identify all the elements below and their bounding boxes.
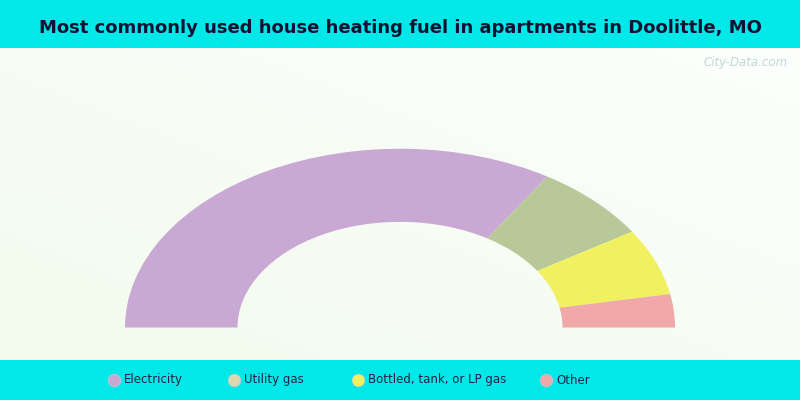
Wedge shape	[538, 232, 670, 308]
Text: City-Data.com: City-Data.com	[703, 56, 787, 69]
Wedge shape	[125, 149, 547, 328]
Wedge shape	[560, 294, 675, 328]
Wedge shape	[487, 176, 632, 271]
Text: Bottled, tank, or LP gas: Bottled, tank, or LP gas	[368, 374, 506, 386]
Text: Electricity: Electricity	[124, 374, 183, 386]
Text: Utility gas: Utility gas	[244, 374, 304, 386]
Text: Other: Other	[556, 374, 590, 386]
Text: Most commonly used house heating fuel in apartments in Doolittle, MO: Most commonly used house heating fuel in…	[38, 19, 762, 37]
